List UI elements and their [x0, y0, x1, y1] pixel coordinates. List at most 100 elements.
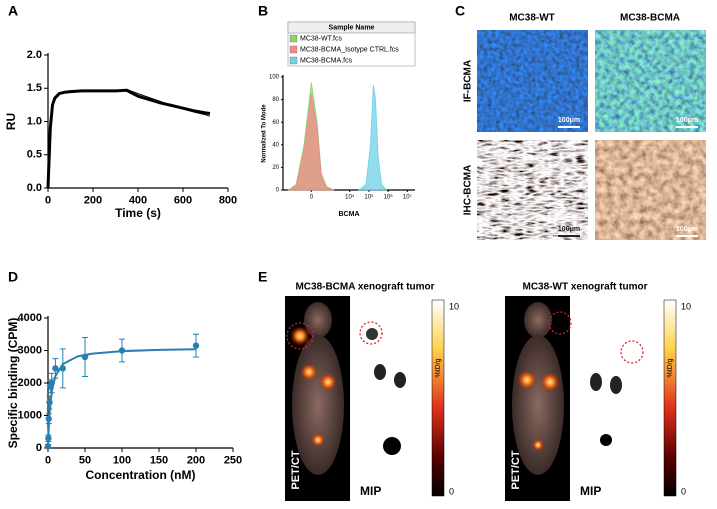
y-tick-label: 60: [272, 120, 279, 126]
histogram-area: [357, 84, 388, 191]
hotspot: [300, 363, 318, 381]
legend-header-bg: [287, 21, 416, 34]
colorbar-min: 0: [449, 486, 454, 496]
x-axis-label: BCMA: [339, 211, 360, 218]
uptake: [610, 376, 622, 394]
micrograph: [477, 140, 588, 240]
x-tick-label: 400: [129, 195, 147, 207]
x-tick-label: 0: [45, 455, 51, 467]
y-tick-label: 100: [269, 75, 280, 81]
pet-group: MC38-WT xenograft tumor PET/CT MIP 10 0 …: [505, 282, 691, 501]
y-tick-label: 1.0: [27, 115, 42, 127]
scale-label: 100μm: [676, 226, 698, 233]
hotspot: [532, 439, 544, 451]
mip-image: [576, 296, 646, 501]
legend-title: Sample Name: [329, 24, 375, 31]
modality-label: PET/CT: [510, 450, 522, 489]
x-tick-label: 250: [224, 455, 242, 467]
panel-label: B: [258, 3, 268, 19]
y-tick-label: 4000: [18, 312, 42, 324]
x-axis-label: Time (s): [115, 206, 161, 220]
x-tick-label: 10⁶: [384, 193, 394, 200]
colorbar: [663, 299, 677, 497]
panel-e: E MC38-BCMA xenograft tumor PET/CT MIP 1…: [258, 269, 691, 501]
hotspot: [319, 373, 337, 391]
colorbar-max: 10: [681, 301, 691, 311]
y-tick-label: 0: [36, 442, 42, 454]
data-point: [52, 365, 59, 372]
data-line: [46, 88, 211, 189]
column-header: MC38-BCMA: [620, 13, 680, 24]
y-axis-label: Normalized To Mode: [262, 104, 268, 163]
panel-label: A: [8, 3, 18, 19]
y-tick-label: 80: [272, 97, 279, 103]
colorbar: [431, 299, 445, 497]
x-tick-label: 200: [187, 455, 205, 467]
x-tick-label: 150: [150, 455, 168, 467]
legend-entry: MC38-WT.fcs: [300, 35, 343, 42]
y-tick-label: 0.5: [27, 149, 42, 161]
y-axis-label: RU: [4, 113, 18, 130]
x-tick-label: 10⁵: [364, 193, 374, 200]
hotspot: [517, 370, 537, 390]
legend-entry: MC38-BCMA.fcs: [300, 57, 353, 64]
x-tick-label: 50: [79, 455, 91, 467]
tumor-circle: [548, 311, 572, 335]
mip-label: MIP: [580, 484, 601, 498]
data-line: [47, 89, 211, 189]
y-tick-label: 2.0: [27, 49, 42, 61]
tumor-circle: [286, 322, 314, 350]
y-axis-label: Specific binding (CPM): [6, 318, 20, 449]
scale-label: 100μm: [558, 117, 580, 124]
hotspot: [311, 433, 325, 447]
uptake: [600, 434, 612, 446]
colorbar-unit: %ID/g: [667, 358, 674, 377]
legend-swatch: [289, 34, 298, 43]
mip-image: [356, 296, 426, 501]
x-tick-label: 800: [219, 195, 237, 207]
row-header: IF-BCMA: [463, 60, 474, 102]
x-axis-label: Concentration (nM): [86, 468, 196, 482]
panel-c: C MC38-WT MC38-BCMA IF-BCMA IHC-BCMA 100…: [455, 3, 706, 240]
scale-label: 100μm: [676, 117, 698, 124]
uptake: [366, 328, 378, 340]
y-tick-label: 40: [272, 142, 279, 148]
legend-swatch: [289, 45, 298, 54]
micrograph: [477, 30, 588, 132]
y-tick-label: 0.0: [27, 182, 42, 194]
y-tick-label: 1.5: [27, 82, 42, 94]
group-title: MC38-WT xenograft tumor: [523, 282, 648, 293]
x-tick-label: 600: [174, 195, 192, 207]
panel-label: D: [8, 269, 18, 285]
torso: [512, 335, 564, 475]
colorbar-min: 0: [681, 486, 686, 496]
y-tick-label: 2000: [18, 377, 42, 389]
scale-label: 100μm: [558, 226, 580, 233]
x-tick-label: 10⁷: [403, 193, 412, 200]
uptake: [590, 373, 602, 391]
colorbar-max: 10: [449, 301, 459, 311]
hotspot: [290, 326, 310, 346]
data-line: [47, 348, 197, 449]
y-tick-label: 0: [276, 188, 280, 194]
pet-group: MC38-BCMA xenograft tumor PET/CT MIP 10 …: [285, 282, 459, 501]
uptake: [394, 372, 406, 388]
head: [524, 302, 552, 338]
panel-label: E: [258, 269, 267, 285]
hotspot: [540, 372, 560, 392]
micrograph: [595, 140, 706, 240]
legend-swatch: [289, 56, 298, 65]
uptake: [383, 437, 401, 455]
panel-label: C: [455, 3, 465, 19]
micrograph: [595, 30, 706, 132]
tumor-circle: [359, 321, 383, 345]
y-tick-label: 1000: [18, 409, 42, 421]
tumor-circle: [620, 340, 644, 364]
y-tick-label: 3000: [18, 344, 42, 356]
uptake: [374, 364, 386, 380]
modality-label: PET/CT: [290, 450, 302, 489]
mip-label: MIP: [360, 484, 381, 498]
colorbar-unit: %ID/g: [435, 358, 442, 377]
row-header: IHC-BCMA: [463, 165, 474, 216]
